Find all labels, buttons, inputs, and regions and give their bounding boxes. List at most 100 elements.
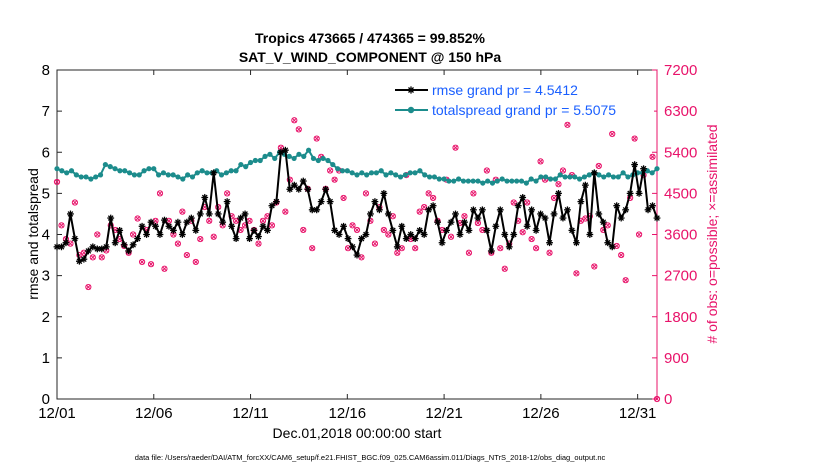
- rmse-point: [384, 210, 392, 218]
- y-right-tick-label: 7200: [664, 62, 697, 79]
- obs-count-point: [649, 153, 656, 160]
- totalspread-point: [383, 172, 389, 178]
- rmse-point: [358, 235, 365, 243]
- obs-count-point: [300, 226, 307, 234]
- legend-spread-marker: [407, 106, 415, 114]
- totalspread-point: [552, 176, 558, 182]
- rmse-point: [299, 177, 307, 185]
- rmse-point: [371, 198, 379, 205]
- rmse-point: [613, 202, 621, 210]
- totalspread-point: [335, 166, 341, 172]
- rmse-point: [205, 210, 213, 218]
- rmse-point: [80, 255, 88, 263]
- totalspread-point: [644, 168, 650, 174]
- totalspread-point: [460, 178, 467, 184]
- obs-count-point: [595, 162, 602, 170]
- totalspread-point: [54, 166, 60, 172]
- y-tick-label: 3: [42, 268, 50, 285]
- totalspread-point: [59, 168, 65, 174]
- obs-count-point: [327, 167, 334, 174]
- rmse-point: [443, 226, 450, 234]
- rmse-point: [340, 222, 347, 230]
- obs-count-point: [313, 135, 320, 142]
- rmse-point: [286, 185, 294, 193]
- rmse-point: [295, 185, 303, 193]
- rmse-point: [246, 235, 253, 243]
- obs-count-point: [98, 254, 105, 261]
- obs-count-point: [192, 258, 199, 266]
- obs-count-point: [362, 190, 370, 197]
- rmse-point: [496, 206, 504, 214]
- obs-count-point: [452, 144, 459, 151]
- obs-count-point: [555, 181, 562, 188]
- y-tick-label: 2: [42, 309, 50, 326]
- obs-count-point: [224, 190, 231, 197]
- totalspread-point: [494, 178, 500, 184]
- totalspread-point: [509, 178, 515, 184]
- obs-count-point: [134, 215, 141, 222]
- y-tick-label: 1: [42, 350, 50, 367]
- totalspread-point: [170, 172, 176, 178]
- totalspread-point: [528, 176, 534, 182]
- totalspread-point: [83, 174, 89, 180]
- obs-count-point: [483, 167, 490, 174]
- y-right-tick-label: 4500: [664, 185, 697, 202]
- totalspread-point: [136, 172, 142, 178]
- rmse-point: [389, 226, 397, 234]
- rmse-series: [53, 146, 661, 265]
- rmse-point: [429, 202, 437, 210]
- obs-count-point: [537, 158, 544, 165]
- totalspread-point: [151, 166, 157, 172]
- totalspread-point: [431, 174, 438, 180]
- chart-subtitle: SAT_V_WIND_COMPONENT @ 150 hPa: [239, 49, 502, 65]
- rmse-point: [232, 235, 240, 243]
- totalspread-point: [533, 178, 539, 184]
- totalspread-point: [470, 178, 476, 184]
- x-tick-label: 12/06: [135, 405, 173, 422]
- rmse-point: [461, 218, 468, 226]
- totalspread-point: [199, 168, 205, 174]
- totalspread-point: [165, 172, 171, 178]
- totalspread-point: [451, 178, 457, 184]
- obs-count-point: [501, 265, 508, 272]
- rmse-point: [474, 214, 482, 222]
- rmse-point: [510, 231, 518, 238]
- totalspread-point: [247, 159, 254, 166]
- rmse-point: [71, 235, 79, 243]
- rmse-point: [111, 239, 119, 247]
- x-axis-label: Dec.01,2018 00:00:00 start: [273, 425, 442, 441]
- totalspread-point: [228, 168, 234, 174]
- totalspread-point: [586, 172, 592, 178]
- totalspread-point: [88, 176, 94, 182]
- y-right-tick-label: 5400: [664, 144, 697, 161]
- totalspread-point: [257, 157, 263, 164]
- rmse-point: [402, 235, 410, 243]
- y-tick-label: 0: [42, 391, 50, 408]
- obs-count-point: [653, 395, 661, 403]
- obs-count-point: [380, 226, 387, 234]
- rmse-point: [631, 161, 639, 168]
- legend-spread-label: totalspread grand pr = 5.5075: [432, 102, 616, 118]
- totalspread-point: [485, 178, 491, 184]
- obs-count-point: [604, 222, 611, 229]
- legend-rmse-label: rmse grand pr = 4.5412: [432, 82, 578, 98]
- rmse-point: [438, 239, 446, 247]
- totalspread-point: [625, 174, 631, 180]
- rmse-point: [470, 206, 477, 214]
- obs-count-point: [524, 199, 531, 206]
- totalspread-point: [286, 153, 292, 159]
- rmse-point: [125, 247, 133, 255]
- totalspread-point: [107, 164, 113, 170]
- totalspread-point: [330, 161, 336, 168]
- totalspread-point: [325, 157, 331, 164]
- rmse-point: [268, 202, 276, 210]
- rmse-point: [138, 222, 146, 230]
- totalspread-point: [649, 170, 655, 176]
- totalspread-point: [576, 176, 583, 182]
- rmse-point: [608, 243, 616, 251]
- x-tick-label: 12/11: [232, 405, 268, 422]
- rmse-point: [537, 210, 544, 218]
- rmse-point: [196, 210, 204, 218]
- rmse-point: [367, 210, 374, 218]
- totalspread-point: [262, 153, 268, 159]
